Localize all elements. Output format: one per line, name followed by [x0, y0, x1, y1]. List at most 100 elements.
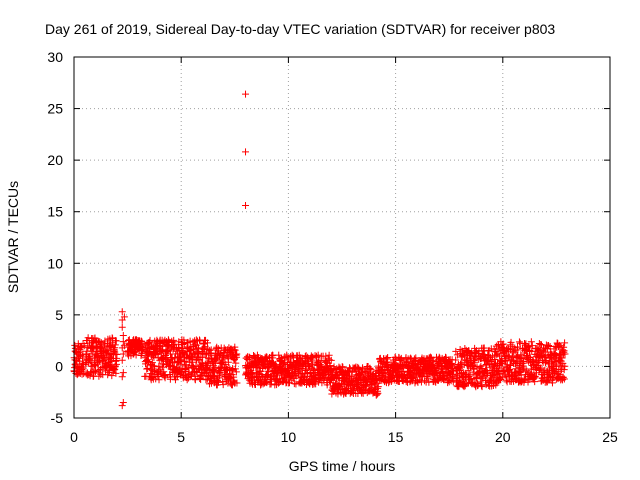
data-point — [484, 356, 492, 364]
data-point — [242, 90, 250, 98]
data-point — [76, 344, 84, 352]
x-axis-label: GPS time / hours — [289, 458, 396, 474]
y-tick-label: 30 — [47, 49, 63, 65]
data-point — [480, 347, 488, 355]
data-point — [453, 351, 461, 359]
data-point — [231, 354, 239, 362]
data-point — [520, 359, 528, 367]
data-point — [120, 313, 128, 321]
data-point — [332, 372, 340, 380]
data-point — [284, 354, 292, 362]
data-point — [509, 347, 517, 355]
data-point — [323, 364, 331, 372]
data-point — [160, 368, 168, 376]
data-point — [496, 352, 504, 360]
data-point — [560, 366, 568, 374]
data-point — [82, 360, 90, 368]
data-point — [344, 368, 352, 376]
data-point — [222, 371, 230, 379]
data-point — [495, 342, 503, 350]
data-point — [218, 356, 226, 364]
data-point — [514, 346, 522, 354]
data-point — [147, 360, 155, 368]
data-point — [319, 369, 327, 377]
data-point — [533, 358, 541, 366]
data-point — [374, 369, 382, 377]
data-point — [89, 337, 97, 345]
data-point — [224, 358, 232, 366]
data-point — [105, 342, 113, 350]
data-point — [548, 367, 556, 375]
data-point — [396, 360, 404, 368]
data-point — [469, 379, 477, 387]
data-point — [118, 402, 126, 410]
data-point — [154, 338, 162, 346]
data-point — [439, 369, 447, 377]
x-tick-label: 20 — [495, 429, 511, 445]
data-point — [297, 364, 305, 372]
data-point — [404, 362, 412, 370]
data-point — [476, 378, 484, 386]
data-point — [267, 360, 275, 368]
data-point — [188, 352, 196, 360]
data-point — [475, 353, 483, 361]
data-point — [521, 365, 529, 373]
data-point — [252, 369, 260, 377]
data-point — [491, 355, 499, 363]
data-point — [497, 346, 505, 354]
data-point — [292, 380, 300, 388]
data-point — [219, 381, 227, 389]
data-point — [169, 366, 177, 374]
data-point — [155, 376, 163, 384]
data-point — [173, 347, 181, 355]
data-point — [525, 357, 533, 365]
data-point — [143, 356, 151, 364]
data-point — [162, 348, 170, 356]
y-tick-label: 25 — [47, 101, 63, 117]
data-point — [350, 386, 358, 394]
data-point — [435, 353, 443, 361]
data-point — [529, 373, 537, 381]
data-point — [362, 376, 370, 384]
data-point — [355, 364, 363, 372]
data-point — [216, 367, 224, 375]
data-point — [119, 338, 127, 346]
data-point — [289, 361, 297, 369]
data-point — [477, 382, 485, 390]
data-point — [171, 340, 179, 348]
data-point — [128, 347, 136, 355]
data-point — [471, 358, 479, 366]
data-point — [190, 368, 198, 376]
data-point — [413, 364, 421, 372]
data-point — [71, 341, 79, 349]
data-point — [184, 344, 192, 352]
data-point — [200, 344, 208, 352]
data-point — [214, 350, 222, 358]
data-point — [245, 353, 253, 361]
data-point — [280, 366, 288, 374]
data-point — [460, 381, 468, 389]
data-point — [112, 360, 120, 368]
plot-frame — [73, 56, 611, 419]
data-point — [136, 341, 144, 349]
data-point — [254, 355, 262, 363]
data-point — [250, 359, 258, 367]
data-point — [548, 379, 556, 387]
data-point — [443, 361, 451, 369]
data-point — [134, 345, 142, 353]
data-point — [557, 376, 565, 384]
data-points — [70, 90, 569, 410]
data-point — [242, 148, 250, 156]
data-point — [561, 339, 569, 347]
data-point — [263, 371, 271, 379]
data-point — [306, 362, 314, 370]
data-point — [196, 362, 204, 370]
data-point — [170, 336, 178, 344]
data-point — [179, 349, 187, 357]
data-point — [424, 374, 432, 382]
x-tick-labels: 0 5 10 15 20 25 — [70, 429, 618, 445]
data-point — [71, 360, 79, 368]
data-point — [392, 369, 400, 377]
data-point — [477, 375, 485, 383]
